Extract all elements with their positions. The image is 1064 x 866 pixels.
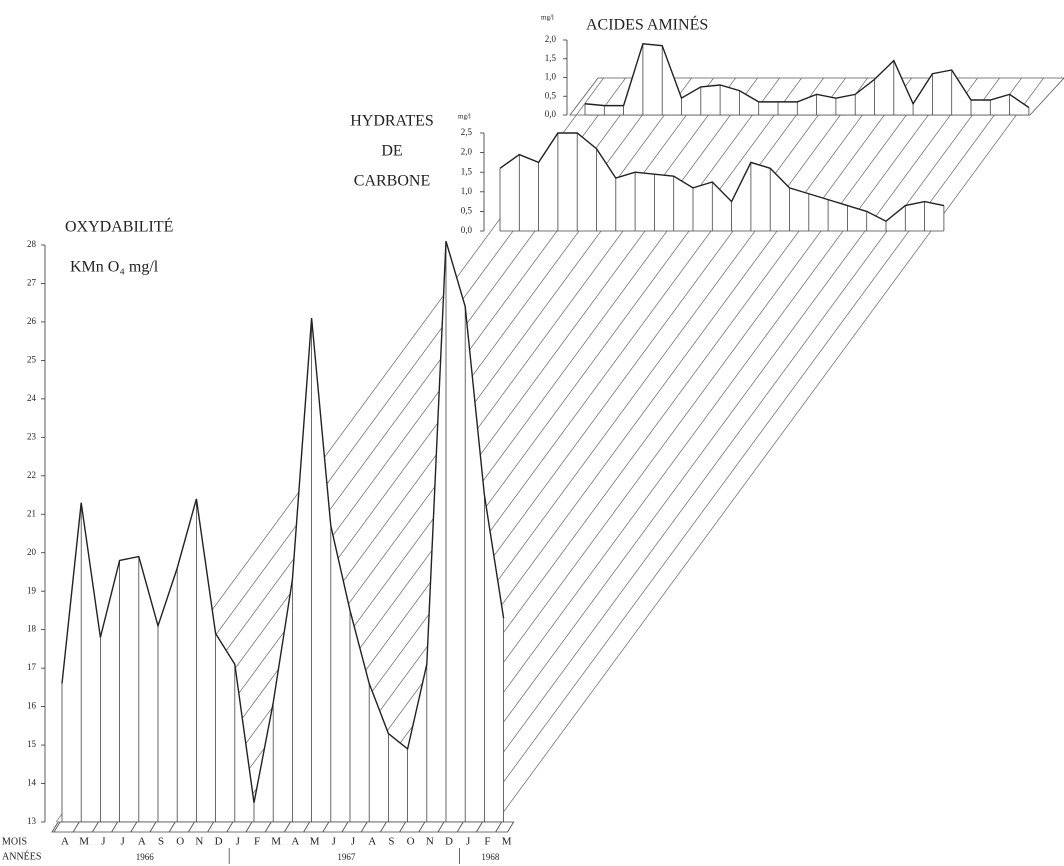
y-tick-label: 2,5	[461, 127, 473, 137]
x-tick-label: M	[310, 836, 320, 848]
x-tick-label: A	[138, 836, 146, 848]
y-tick-label: 0,0	[545, 109, 557, 119]
y-tick-label: 23	[27, 431, 37, 441]
x-tick	[322, 821, 330, 833]
x-tick	[495, 821, 502, 833]
y-tick-label: 1,0	[461, 186, 473, 196]
area	[500, 133, 944, 231]
chart-title: ACIDES AMINÉS	[586, 15, 708, 34]
x-tick	[456, 821, 464, 833]
y-tick-label: 25	[27, 354, 37, 364]
x-tick-label: F	[484, 836, 490, 848]
x-tick	[264, 821, 272, 833]
x-tick	[437, 821, 445, 833]
y-tick-label: 17	[27, 662, 37, 672]
chart-title: OXYDABILITÉ	[65, 217, 173, 236]
x-tick-label: J	[101, 836, 106, 848]
year-axis-label: ANNÉES	[2, 850, 41, 862]
plots: 13 14 15 16 17 18 19 20 21 22 23 24 25 26 27 28 0,0 0,5 1,…	[2, 14, 1030, 864]
year-label: 1966	[136, 852, 155, 862]
year-label: 1967	[337, 852, 356, 862]
y-tick-label: 26	[27, 316, 37, 326]
x-tick-label: J	[332, 836, 337, 848]
y-tick-label: 2,0	[545, 34, 557, 44]
y-tick-label: 2,0	[461, 147, 473, 157]
x-tick-label: D	[445, 836, 453, 848]
x-tick	[418, 821, 426, 833]
chart-title: DE	[381, 143, 402, 160]
x-tick	[72, 821, 80, 833]
x-tick	[53, 821, 61, 833]
area	[62, 241, 504, 823]
x-tick	[226, 821, 234, 833]
x-tick-label: M	[271, 836, 281, 848]
x-tick-label: A	[291, 836, 299, 848]
x-tick	[207, 821, 214, 833]
x-tick-label: S	[388, 836, 394, 848]
y-tick-label: 0,5	[545, 90, 557, 100]
x-tick	[380, 821, 387, 833]
x-tick-label: O	[407, 836, 415, 848]
hatched-plane	[50, 231, 945, 822]
data-line	[584, 42, 1030, 109]
x-tick-label: J	[236, 836, 241, 848]
data-line	[61, 240, 505, 803]
y-tick-label: 1,0	[545, 72, 557, 82]
y-axis-label: mg/l	[458, 113, 471, 121]
y-tick-label: 13	[27, 816, 37, 826]
y-tick-label: 1,5	[461, 166, 473, 176]
x-tick-label: A	[61, 836, 69, 848]
x-tick-label: O	[176, 836, 184, 848]
y-tick-label: 14	[27, 778, 37, 788]
x-tick-label: J	[120, 836, 125, 848]
x-tick	[168, 821, 176, 833]
x-tick	[92, 821, 99, 833]
x-tick	[245, 821, 253, 833]
x-axis-label: MOIS	[2, 836, 27, 847]
y-axis-label: mg/l	[541, 14, 554, 22]
x-tick	[303, 821, 310, 833]
x-tick	[360, 821, 368, 833]
x-tick-label: J	[466, 836, 471, 848]
x-tick	[399, 821, 406, 833]
x-tick-label: N	[195, 836, 203, 848]
x-tick-label: N	[426, 836, 434, 848]
x-axis-strip	[51, 821, 515, 833]
x-tick	[476, 821, 483, 833]
year-label: 1968	[481, 852, 500, 862]
data-line	[499, 132, 945, 223]
x-tick	[130, 821, 138, 833]
x-tick	[188, 821, 195, 833]
x-tick-label: S	[158, 836, 164, 848]
chart-title: CARBONE	[354, 173, 430, 190]
y-tick-label: 0,5	[461, 205, 473, 215]
y-tick-label: 20	[27, 547, 37, 557]
x-tick-label: J	[351, 836, 356, 848]
x-tick-label: M	[502, 836, 512, 848]
y-tick-label: 24	[27, 393, 37, 403]
y-tick-label: 1,5	[545, 53, 557, 63]
x-tick-label: M	[79, 836, 89, 848]
y-tick-label: 22	[27, 470, 36, 480]
x-tick-label: F	[254, 836, 260, 848]
y-tick-label: 0,0	[461, 225, 473, 235]
x-tick	[149, 821, 157, 833]
chart-title: HYDRATES	[350, 113, 434, 130]
x-tick-label: A	[368, 836, 376, 848]
y-tick-label: 18	[27, 624, 37, 634]
x-tick	[284, 821, 291, 833]
y-tick-label: 28	[27, 239, 37, 249]
x-tick	[111, 821, 118, 833]
y-tick-label: 16	[27, 701, 37, 711]
y-tick-label: 15	[27, 739, 37, 749]
x-tick-label: D	[215, 836, 223, 848]
x-tick	[341, 821, 349, 833]
y-tick-label: 19	[27, 585, 37, 595]
y-tick-label: 21	[27, 508, 36, 518]
y-tick-label: 27	[27, 278, 37, 288]
y-axis-label: KMn O₄ mg/l	[70, 259, 159, 276]
